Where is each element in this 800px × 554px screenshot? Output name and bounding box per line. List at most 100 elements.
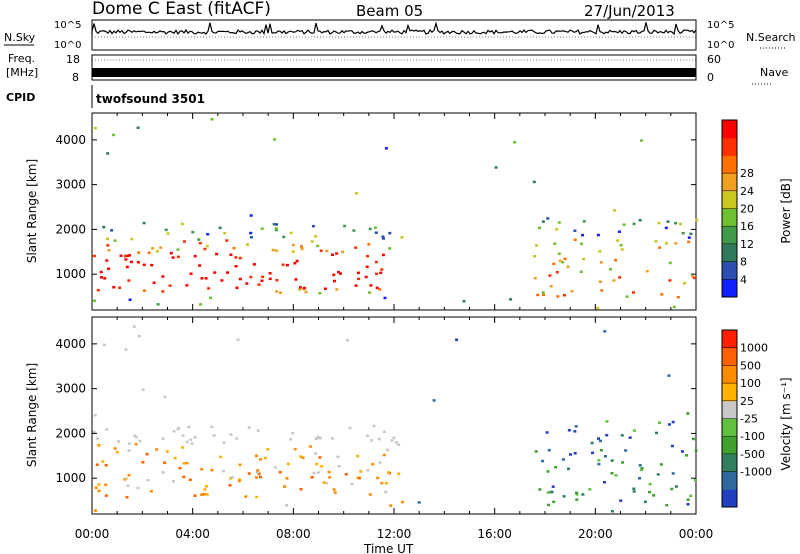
y-tick-label: 3000: [55, 178, 86, 192]
data-cell: [113, 239, 117, 242]
data-cell: [152, 281, 156, 284]
data-cell: [178, 466, 182, 470]
data-cell: [256, 469, 260, 472]
data-cell: [513, 141, 517, 144]
data-cell: [332, 488, 336, 491]
data-cell: [141, 388, 145, 391]
data-cell: [536, 293, 540, 297]
data-cell: [155, 250, 159, 253]
data-cell: [533, 276, 537, 280]
colorbar-tick: -500: [740, 448, 765, 461]
data-cell: [293, 262, 297, 265]
data-cell: [126, 484, 130, 487]
data-cell: [685, 454, 688, 457]
data-cell: [541, 459, 545, 463]
data-cell: [597, 462, 601, 466]
data-cell: [235, 286, 239, 290]
data-cell: [546, 491, 550, 494]
data-cell: [638, 219, 642, 222]
data-cell: [552, 262, 556, 266]
data-cell: [238, 463, 242, 466]
colorbar-tick: 16: [740, 220, 754, 233]
data-cell: [549, 285, 553, 288]
data-cell: [588, 488, 592, 491]
data-cell: [146, 479, 150, 482]
data-cell: [173, 456, 177, 460]
data-cell: [397, 443, 401, 446]
data-cell: [207, 287, 211, 290]
data-cell: [255, 454, 258, 457]
data-cell: [128, 254, 132, 257]
data-cell: [691, 275, 695, 278]
data-cell: [676, 296, 680, 299]
data-cell: [141, 461, 145, 464]
data-cell: [150, 263, 154, 267]
data-cell: [693, 276, 696, 280]
data-cell: [283, 485, 286, 488]
freq-lo-tick: 8: [72, 71, 79, 84]
data-cell: [102, 343, 106, 347]
colorbar-swatch: [722, 400, 737, 419]
data-cell: [203, 488, 207, 491]
data-cell: [255, 495, 259, 499]
date-label: 27/Jun/2013: [584, 2, 675, 20]
data-cell: [275, 279, 279, 282]
data-cell: [365, 265, 369, 268]
data-cell: [535, 244, 539, 247]
colorbar-swatch: [722, 173, 737, 192]
data-cell: [223, 231, 227, 235]
data-cell: [655, 431, 658, 435]
data-cell: [205, 493, 209, 496]
data-cell: [369, 284, 373, 287]
y-tick-label: 2000: [55, 426, 86, 440]
data-cell: [256, 429, 260, 432]
data-cell: [599, 439, 602, 443]
data-cell: [219, 455, 223, 459]
data-cell: [291, 432, 295, 435]
data-cell: [331, 253, 334, 256]
power-colorbar: 4 8 12 16 20 24 28: [721, 119, 754, 298]
data-cell: [200, 468, 204, 471]
freq-panel: [91, 54, 697, 81]
data-cell: [640, 467, 644, 470]
data-cell: [319, 249, 323, 252]
data-cell: [115, 450, 119, 454]
data-cell: [687, 240, 691, 244]
data-cell: [100, 276, 103, 279]
data-cell: [547, 503, 551, 507]
data-cell: [392, 436, 396, 440]
data-cell: [378, 461, 382, 464]
data-cell: [670, 444, 674, 448]
data-cell: [557, 221, 561, 224]
data-cell: [546, 470, 550, 473]
data-cell: [278, 291, 282, 294]
data-cell: [610, 459, 614, 462]
data-cell: [215, 252, 219, 256]
data-cell: [590, 441, 594, 445]
data-cell: [671, 472, 675, 475]
data-cell: [632, 490, 636, 493]
data-cell: [289, 438, 292, 441]
data-cell: [221, 469, 225, 473]
data-cell: [417, 501, 421, 504]
data-cell: [542, 293, 545, 297]
data-cell: [552, 500, 556, 504]
data-cell: [138, 439, 142, 443]
data-cell: [657, 221, 661, 225]
data-cell: [238, 256, 242, 260]
data-cell: [624, 449, 628, 452]
data-cell: [187, 425, 191, 429]
data-cell: [494, 166, 498, 169]
data-cell: [598, 280, 602, 283]
data-cell: [275, 290, 279, 293]
colorbar-swatch: [722, 279, 737, 298]
data-cell: [390, 439, 394, 442]
data-cell: [172, 480, 175, 483]
data-cell: [638, 464, 642, 467]
data-cell: [118, 286, 122, 289]
x-axis-label: Time UT: [363, 542, 414, 554]
data-cell: [666, 220, 670, 223]
colorbar-swatch: [722, 330, 737, 349]
data-cell: [210, 468, 214, 472]
data-cell: [604, 455, 607, 458]
